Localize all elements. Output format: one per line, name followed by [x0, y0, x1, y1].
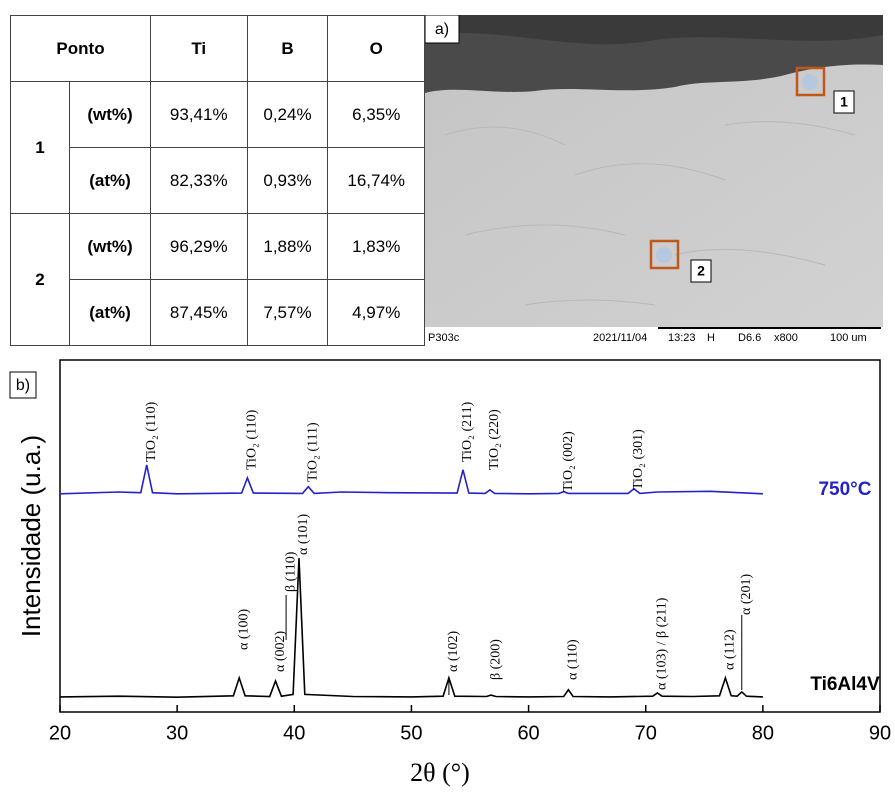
peak-label: α (101): [296, 514, 311, 555]
marker-label: 1: [840, 94, 848, 110]
peak-label: TiO₂ (211): [460, 401, 475, 462]
point-cell: 1: [11, 82, 70, 214]
caption-magnification: x800: [774, 332, 798, 344]
x-tick-label: 70: [635, 722, 657, 744]
sem-image: a) 1 2 P303c 2021/11/04 13:23 H D6.6 x80…: [425, 15, 883, 346]
caption-date: 2021/11/04: [593, 332, 647, 344]
x-tick-label: 30: [166, 722, 188, 744]
peak-label: TiO₂ (110): [245, 409, 260, 470]
panel-label: b): [16, 377, 30, 394]
unit-cell: (wt%): [70, 82, 151, 148]
chart: b) 2θ (°) Intensidade (u.a.) 20 30 40 50 60 7…: [0, 350, 895, 800]
unit-cell: (at%): [70, 148, 151, 214]
marker-spot: [656, 247, 672, 263]
point-cell: 2: [11, 214, 70, 346]
y-axis-label: Intensidade (u.a.): [16, 435, 46, 637]
series-line: [60, 465, 763, 494]
x-axis-label: 2θ (°): [410, 758, 470, 787]
peak-label: α (110): [566, 639, 581, 680]
legend-label: Ti6Al4V: [810, 674, 880, 695]
cell: 16,74%: [328, 148, 425, 214]
x-tick-label: 60: [517, 722, 539, 744]
caption-mode: H: [707, 332, 715, 344]
x-tick-label: 20: [49, 722, 71, 744]
cell: 82,33%: [151, 148, 248, 214]
cell: 1,88%: [247, 214, 328, 280]
cell: 6,35%: [328, 82, 425, 148]
marker-spot: [802, 74, 818, 90]
unit-cell: (at%): [70, 280, 151, 346]
header-cell: O: [328, 16, 425, 82]
peak-label: TiO₂ (301): [631, 429, 646, 490]
caption-distance: D6.6: [738, 332, 761, 344]
caption-scale: 100 um: [830, 332, 867, 344]
peak-label: TiO₂ (110): [144, 401, 159, 462]
header-cell: B: [247, 16, 328, 82]
header-cell: Ti: [151, 16, 248, 82]
cell: 0,93%: [247, 148, 328, 214]
panel-label: a): [435, 21, 449, 38]
cell: 7,57%: [247, 280, 328, 346]
peak-label: β (110): [283, 551, 298, 592]
cell: 93,41%: [151, 82, 248, 148]
cell: 0,24%: [247, 82, 328, 148]
peak-label: α (103) / β (211): [655, 597, 670, 690]
peak-label: TiO₂ (111): [306, 422, 321, 482]
cell: 1,83%: [328, 214, 425, 280]
peak-label: α (002): [273, 631, 288, 672]
marker-label: 2: [697, 263, 705, 279]
cell: 87,45%: [151, 280, 248, 346]
peak-label: TiO₂ (220): [487, 409, 502, 470]
peak-label: TiO₂ (002): [561, 431, 576, 492]
peak-label: α (100): [236, 609, 251, 650]
x-tick-label: 90: [869, 722, 891, 744]
peak-label: α (201): [739, 574, 754, 615]
caption-sample: P303c: [428, 332, 460, 344]
x-tick-label: 50: [400, 722, 422, 744]
cell: 96,29%: [151, 214, 248, 280]
caption-time: 13:23: [668, 332, 696, 344]
x-tick-label: 40: [283, 722, 305, 744]
peak-label: α (112): [723, 629, 738, 670]
caption-bar: [425, 327, 883, 346]
page: {"table": {"header": ["Ponto", "Ti", "B"…: [0, 0, 895, 800]
cell: 4,97%: [328, 280, 425, 346]
header-cell: Ponto: [11, 16, 151, 82]
x-tick-label: 80: [752, 722, 774, 744]
peak-label: α (102): [446, 631, 461, 672]
legend-label: 750°C: [818, 479, 871, 500]
unit-cell: (wt%): [70, 214, 151, 280]
peak-label: β (200): [488, 639, 503, 680]
